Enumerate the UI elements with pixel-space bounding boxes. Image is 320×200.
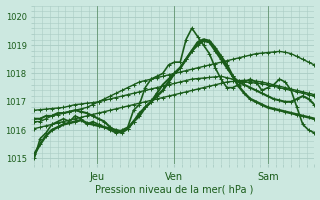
X-axis label: Pression niveau de la mer( hPa ): Pression niveau de la mer( hPa ) [95, 184, 253, 194]
